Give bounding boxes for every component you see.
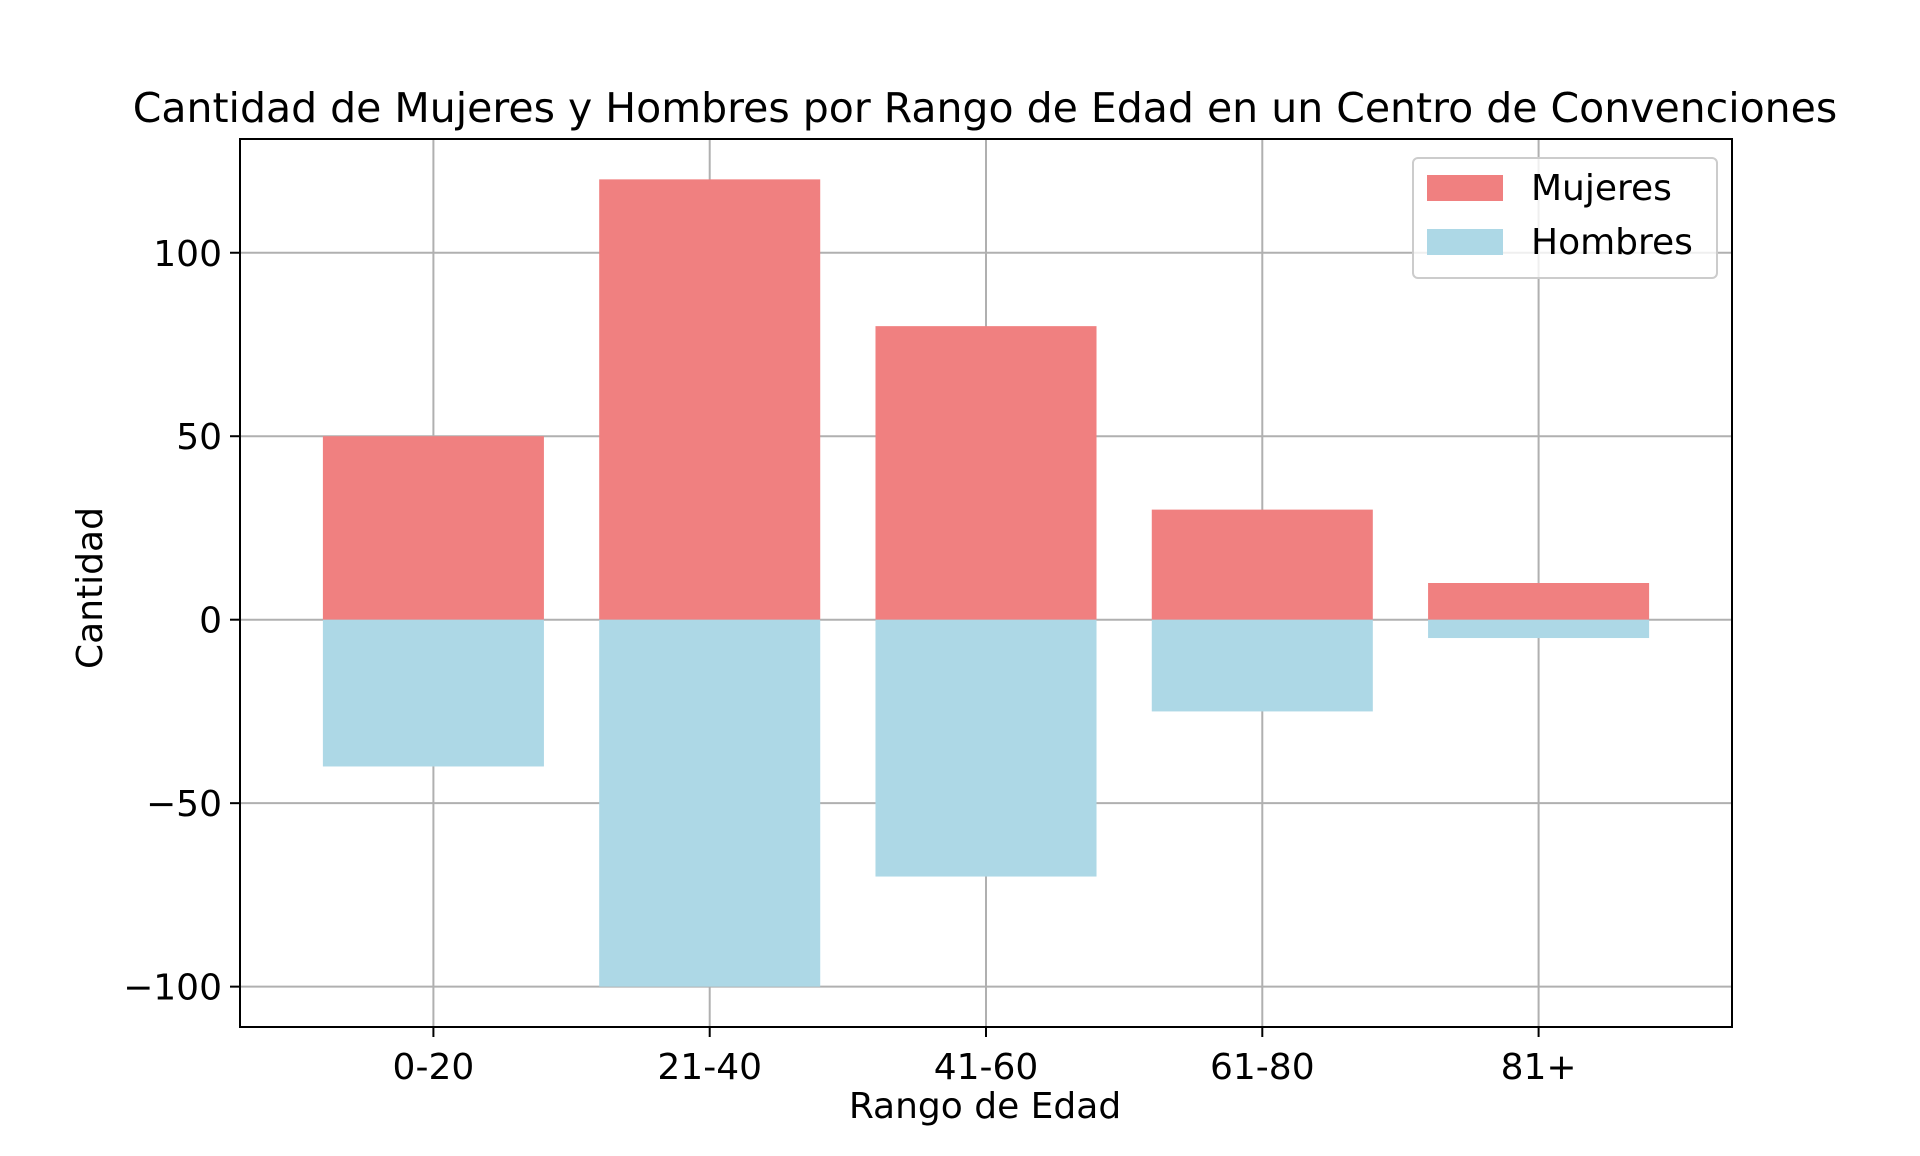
y-tick-label: 100: [153, 234, 222, 275]
bar-hombres-0-20: [322, 619, 544, 767]
bar-mujeres-41-60: [875, 326, 1097, 620]
x-axis-ticks: 0-20 21-40 41-60 61-80 81+: [393, 1027, 1577, 1088]
x-tick-label: 81+: [1501, 1047, 1577, 1088]
y-tick-label: 50: [176, 417, 222, 458]
bar-hombres-61-80: [1151, 619, 1373, 712]
chart-title: Cantidad de Mujeres y Hombres por Rango …: [133, 84, 1838, 132]
bar-mujeres-81+: [1428, 583, 1650, 620]
x-tick-label: 61-80: [1210, 1047, 1315, 1088]
bar-mujeres-21-40: [599, 179, 821, 620]
legend-swatch-hombres: [1427, 229, 1503, 255]
x-tick-label: 0-20: [393, 1047, 475, 1088]
y-axis-label: Cantidad: [70, 507, 111, 669]
y-tick-label: 0: [199, 601, 222, 642]
legend-label-mujeres: Mujeres: [1531, 168, 1672, 209]
legend: Mujeres Hombres: [1412, 157, 1718, 279]
legend-label-hombres: Hombres: [1531, 222, 1693, 263]
bar-hombres-41-60: [875, 619, 1097, 877]
y-tick-label: −100: [123, 968, 222, 1009]
x-axis-label: Rango de Edad: [849, 1086, 1121, 1127]
legend-swatch-mujeres: [1427, 175, 1503, 201]
bar-hombres-81+: [1428, 619, 1650, 639]
bar-mujeres-61-80: [1151, 509, 1373, 620]
bar-hombres-21-40: [599, 619, 821, 987]
x-tick-label: 21-40: [657, 1047, 762, 1088]
y-axis-ticks: −100 −50 0 50 100: [123, 234, 240, 1009]
bar-mujeres-0-20: [322, 436, 544, 620]
bars: [322, 179, 1650, 987]
x-tick-label: 41-60: [934, 1047, 1039, 1088]
y-tick-label: −50: [146, 784, 222, 825]
